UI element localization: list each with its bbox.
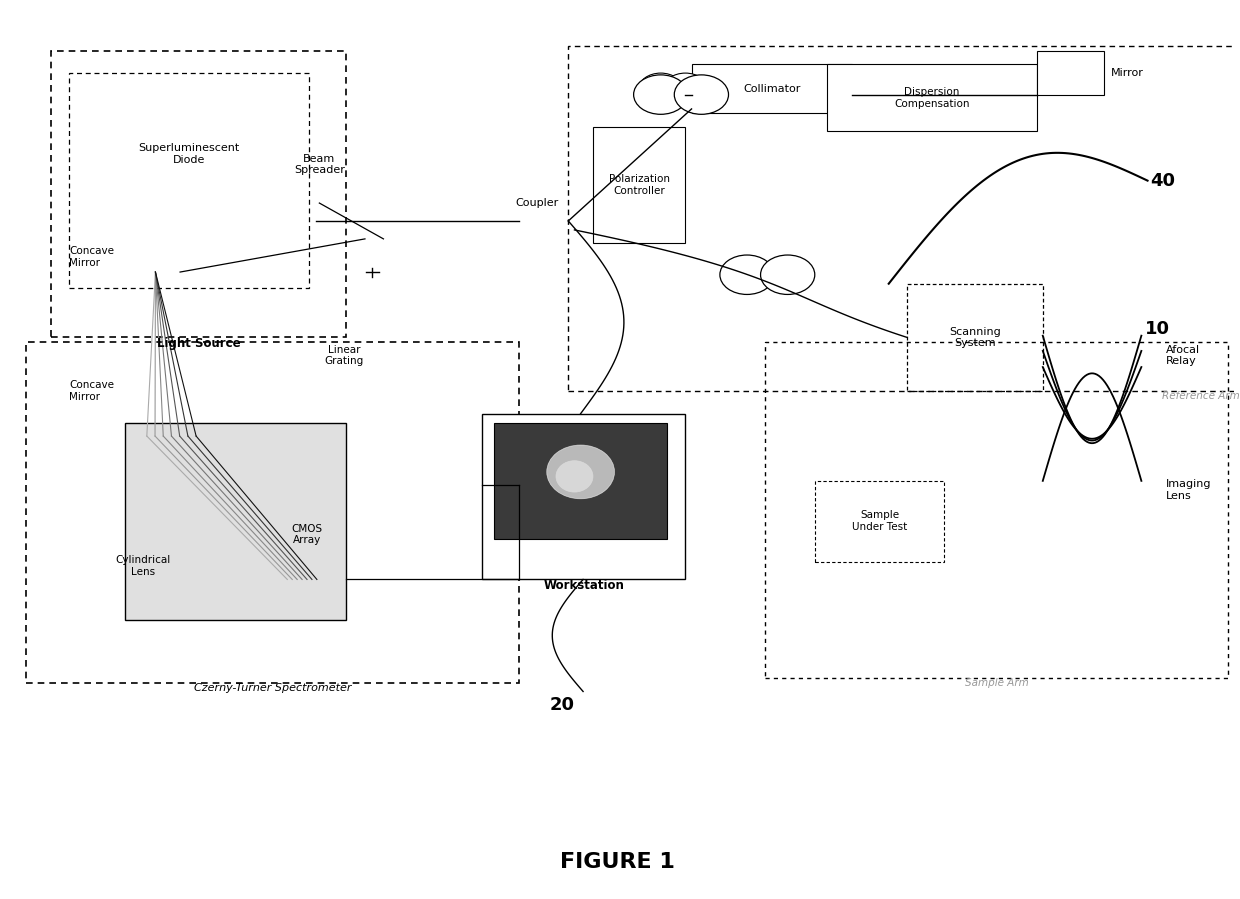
Circle shape [760,255,815,295]
Circle shape [634,75,688,114]
Text: CMOS
Array: CMOS Array [291,524,322,546]
Text: Imaging
Lens: Imaging Lens [1166,479,1211,501]
Text: FIGURE 1: FIGURE 1 [560,851,675,872]
Text: Reference Arm: Reference Arm [1162,391,1240,401]
FancyBboxPatch shape [125,423,346,619]
FancyBboxPatch shape [692,64,852,113]
Text: Superluminescent
Diode: Superluminescent Diode [139,143,241,165]
Text: Coupler: Coupler [516,198,559,208]
Text: Linear
Grating: Linear Grating [325,344,363,366]
Text: Sample Arm: Sample Arm [965,678,1028,688]
Text: Scanning
System: Scanning System [949,326,1001,348]
Text: Dispersion
Compensation: Dispersion Compensation [894,87,970,109]
Text: 40: 40 [1149,172,1176,190]
Text: Beam
Spreader: Beam Spreader [294,154,345,175]
FancyBboxPatch shape [1037,50,1105,95]
FancyBboxPatch shape [670,82,701,96]
Text: Concave
Mirror: Concave Mirror [69,246,114,268]
Text: Workstation: Workstation [543,580,624,592]
Text: Afocal
Relay: Afocal Relay [1166,344,1200,366]
FancyBboxPatch shape [827,64,1037,131]
FancyBboxPatch shape [495,423,667,539]
Circle shape [720,255,774,295]
Text: Mirror: Mirror [1111,68,1143,78]
Text: 20: 20 [549,696,574,714]
Text: Polarization
Controller: Polarization Controller [609,174,670,196]
Ellipse shape [556,460,593,492]
Text: Concave
Mirror: Concave Mirror [69,380,114,402]
Text: Collimator: Collimator [743,84,800,93]
Text: Light Source: Light Source [156,337,241,351]
Ellipse shape [547,445,615,499]
Text: Sample
Under Test: Sample Under Test [852,511,908,532]
Circle shape [675,75,729,114]
Circle shape [639,73,683,105]
FancyBboxPatch shape [593,127,686,244]
Text: 10: 10 [1145,319,1171,337]
FancyBboxPatch shape [482,414,686,580]
Circle shape [663,73,708,105]
Text: Cylindrical
Lens: Cylindrical Lens [115,556,171,577]
Text: Czerny-Turner Spectrometer: Czerny-Turner Spectrometer [193,682,351,692]
